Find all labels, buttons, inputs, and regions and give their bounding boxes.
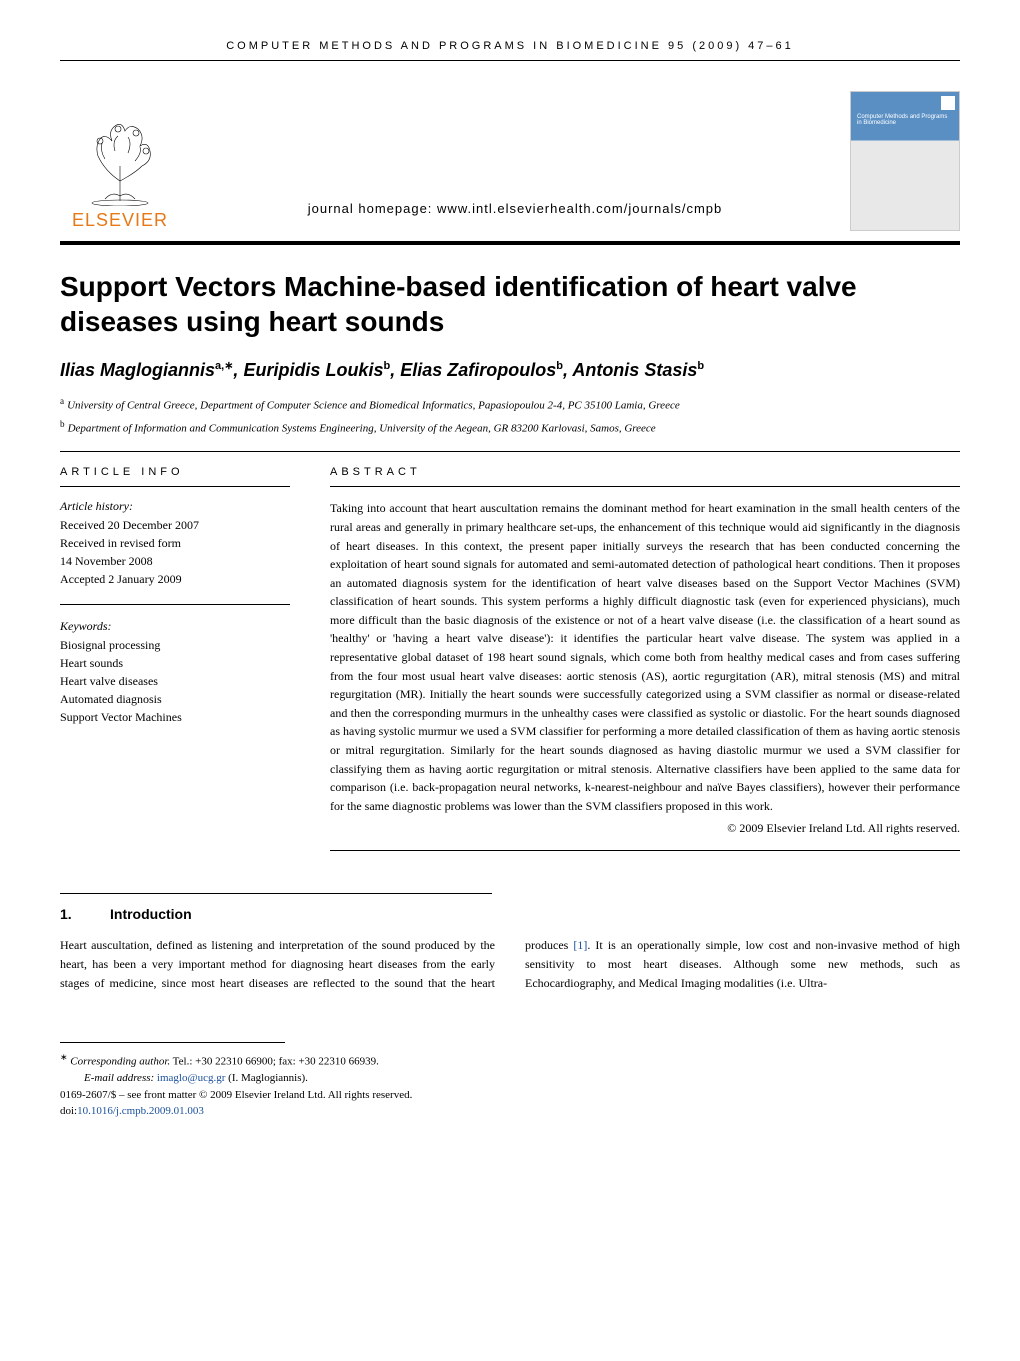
- email-link[interactable]: imaglo@ucg.gr: [157, 1072, 225, 1084]
- affiliation: bDepartment of Information and Communica…: [60, 418, 960, 437]
- keyword: Biosignal processing: [60, 636, 290, 654]
- affiliation-mark: b: [60, 419, 68, 429]
- abstract-copyright: © 2009 Elsevier Ireland Ltd. All rights …: [330, 821, 960, 836]
- corr-mark: ∗: [60, 1052, 68, 1062]
- body-rule: [60, 893, 492, 894]
- article-info-column: ARTICLE INFO Article history: Received 2…: [60, 466, 290, 863]
- history-label: Article history:: [60, 499, 290, 514]
- author-mark: b: [556, 360, 563, 372]
- homepage-prefix: journal homepage:: [308, 201, 437, 216]
- affiliation-text: University of Central Greece, Department…: [67, 400, 680, 412]
- article-info-heading: ARTICLE INFO: [60, 466, 290, 478]
- issn-line: 0169-2607/$ – see front matter © 2009 El…: [60, 1087, 960, 1104]
- header-rule: [60, 60, 960, 61]
- author-name: Antonis Stasis: [572, 360, 697, 380]
- journal-homepage: journal homepage: www.intl.elsevierhealt…: [180, 201, 850, 231]
- affiliation: aUniversity of Central Greece, Departmen…: [60, 395, 960, 414]
- section-title: Introduction: [110, 906, 192, 922]
- keyword: Automated diagnosis: [60, 690, 290, 708]
- author-list: Ilias Maglogiannisa,∗, Euripidis Loukisb…: [60, 359, 960, 381]
- history-line: Received 20 December 2007: [60, 516, 290, 534]
- doi-line: doi:10.1016/j.cmpb.2009.01.003: [60, 1103, 960, 1120]
- email-line: E-mail address: imaglo@ucg.gr (I. Maglog…: [60, 1070, 960, 1087]
- article-title: Support Vectors Machine-based identifica…: [60, 269, 960, 339]
- abstract-end-rule: [330, 850, 960, 851]
- section-rule: [60, 451, 960, 452]
- cover-title: Computer Methods and Programs in Biomedi…: [857, 114, 953, 126]
- footer-rule: [60, 1042, 285, 1043]
- elsevier-tree-icon: [70, 111, 170, 206]
- masthead: ELSEVIER journal homepage: www.intl.else…: [60, 91, 960, 231]
- keywords-block: Keywords: Biosignal processing Heart sou…: [60, 619, 290, 726]
- section-number: 1.: [60, 906, 110, 922]
- abstract-rule: [330, 486, 960, 487]
- citation-link[interactable]: [1]: [573, 938, 587, 952]
- keyword: Heart valve diseases: [60, 672, 290, 690]
- email-person: (I. Maglogiannis).: [225, 1072, 307, 1084]
- corresponding-author: ∗ Corresponding author. Tel.: +30 22310 …: [60, 1051, 960, 1070]
- doi-prefix: doi:: [60, 1105, 77, 1117]
- corr-contact: Tel.: +30 22310 66900; fax: +30 22310 66…: [170, 1056, 379, 1068]
- page-footer: ∗ Corresponding author. Tel.: +30 22310 …: [60, 1042, 960, 1120]
- cover-badge-icon: [941, 96, 955, 110]
- history-line: Accepted 2 January 2009: [60, 570, 290, 588]
- info-abstract-row: ARTICLE INFO Article history: Received 2…: [60, 466, 960, 863]
- affiliation-text: Department of Information and Communicat…: [68, 423, 656, 435]
- author-name: Elias Zafiropoulos: [400, 360, 556, 380]
- abstract-column: ABSTRACT Taking into account that heart …: [330, 466, 960, 863]
- title-rule: [60, 241, 960, 245]
- history-line: Received in revised form: [60, 534, 290, 552]
- info-rule: [60, 486, 290, 487]
- author-name: Euripidis Loukis: [243, 360, 383, 380]
- keyword: Support Vector Machines: [60, 708, 290, 726]
- body-section: 1.Introduction Heart auscultation, defin…: [60, 893, 960, 992]
- abstract-heading: ABSTRACT: [330, 466, 960, 478]
- publisher-logo: ELSEVIER: [60, 101, 180, 231]
- journal-running-header: COMPUTER METHODS AND PROGRAMS IN BIOMEDI…: [60, 40, 960, 52]
- publisher-name: ELSEVIER: [72, 210, 168, 231]
- keywords-label: Keywords:: [60, 619, 290, 634]
- author-mark: b: [383, 360, 390, 372]
- corr-label: Corresponding author.: [70, 1056, 170, 1068]
- keyword: Heart sounds: [60, 654, 290, 672]
- body-paragraph: . It is an operationally simple, low cos…: [525, 938, 960, 989]
- info-divider: [60, 604, 290, 605]
- email-label: E-mail address:: [84, 1072, 157, 1084]
- article-history: Article history: Received 20 December 20…: [60, 499, 290, 588]
- author-name: Ilias Maglogiannis: [60, 360, 215, 380]
- author-mark: a,∗: [215, 360, 233, 372]
- journal-cover-thumbnail: Computer Methods and Programs in Biomedi…: [850, 91, 960, 231]
- section-heading-intro: 1.Introduction: [60, 906, 960, 922]
- history-line: 14 November 2008: [60, 552, 290, 570]
- abstract-text: Taking into account that heart auscultat…: [330, 499, 960, 815]
- body-text: Heart auscultation, defined as listening…: [60, 936, 960, 992]
- author-mark: b: [697, 360, 704, 372]
- doi-link[interactable]: 10.1016/j.cmpb.2009.01.003: [77, 1105, 204, 1117]
- homepage-url[interactable]: www.intl.elsevierhealth.com/journals/cmp…: [437, 201, 722, 216]
